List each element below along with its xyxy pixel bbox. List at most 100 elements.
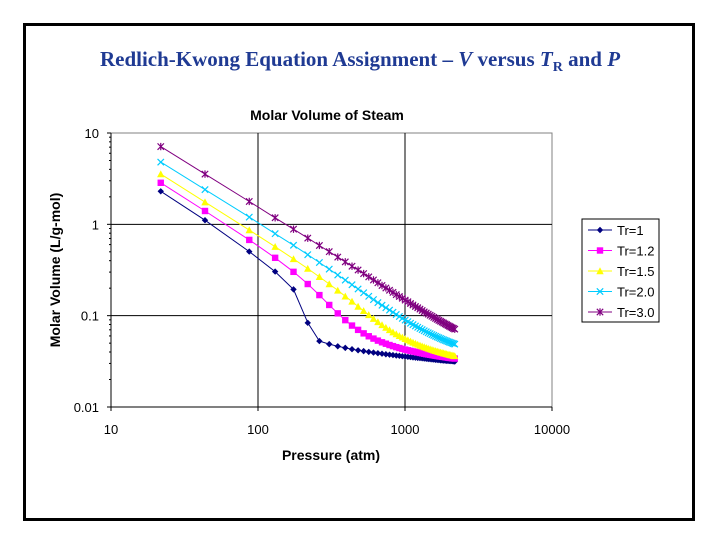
data-point [365,273,373,281]
data-point [359,307,368,315]
data-point [341,292,349,300]
x-axis-label: Pressure (atm) [282,447,380,463]
data-point [326,301,333,309]
data-point [369,276,378,284]
data-point [201,170,209,178]
data-point [315,241,324,250]
data-point [369,314,378,322]
legend-marker [596,287,604,296]
data-point [316,291,323,299]
data-point [304,280,311,288]
data-point [370,335,377,342]
y-tick-label: 0.1 [81,309,99,324]
data-point [392,310,400,319]
data-point [354,302,362,310]
data-point [325,247,333,256]
data-point [360,289,368,297]
y-tick-label: 10 [85,126,99,141]
data-point [378,339,386,346]
data-point [374,279,382,287]
data-point [365,333,372,340]
data-point [348,346,356,353]
x-tick-label: 10000 [534,422,570,437]
data-point [382,323,390,331]
data-point [354,326,362,334]
data-point [246,236,253,244]
data-point [201,207,209,215]
data-point [389,308,397,316]
slide-title: Redlich-Kwong Equation Assignment – V ve… [0,47,720,76]
title-var-p: P [607,47,621,71]
series-Tr=1.2 [157,179,458,362]
data-point [378,281,386,290]
y-axis-label: Molar Volume (L/g-mol) [47,193,63,348]
data-point [157,158,165,166]
data-point [382,284,390,292]
data-point [304,234,312,242]
data-point [374,350,382,357]
data-point [342,344,349,352]
data-point [374,337,382,344]
data-point [386,341,393,349]
data-point [334,343,341,350]
data-point [348,297,356,305]
data-point [304,319,311,327]
data-point [420,327,428,335]
data-point [416,324,424,333]
data-point [365,292,373,300]
x-tick-label: 10 [104,422,118,437]
data-point [374,318,382,326]
data-point [341,276,349,284]
y-tick-label: 0.01 [74,400,99,415]
data-point [201,216,209,224]
chart-title: Molar Volume of Steam [250,107,404,123]
data-point [382,351,390,358]
data-point [290,286,297,293]
data-point [271,214,279,222]
data-point [246,248,253,255]
data-point [334,253,342,261]
legend-marker [596,226,604,234]
legend-label: Tr=3.0 [617,305,654,320]
data-point [245,226,253,234]
data-point [378,350,386,357]
data-point [315,258,324,267]
data-point [360,347,367,355]
data-point [271,268,279,275]
data-point [157,188,164,195]
data-point [271,230,279,238]
data-point [451,352,459,360]
series-group [157,142,459,365]
title-sub-r: R [552,60,563,76]
data-point [289,241,298,249]
data-point [451,325,459,333]
data-point [325,280,333,288]
data-point [378,301,386,309]
x-tick-label: 1000 [391,422,420,437]
data-point [348,262,356,270]
data-point [370,349,377,356]
data-point [289,255,298,263]
data-point [422,328,430,336]
data-point [382,340,390,347]
data-point [348,322,356,329]
plot-area [110,132,553,408]
x-tick-label: 100 [247,422,269,437]
legend-item: Tr=3.0 [588,305,654,320]
data-point [334,310,341,317]
data-point [157,179,164,186]
data-point [348,281,356,289]
data-point [369,295,378,304]
data-point [157,142,165,151]
legend-marker [596,308,604,316]
title-var-v: V [458,47,473,71]
legend-label: Tr=2.0 [617,285,654,300]
data-point [289,225,298,233]
legend-label: Tr=1.2 [617,244,654,259]
data-point [378,321,386,329]
title-and: and [562,47,608,71]
data-point [334,271,342,279]
legend-label: Tr=1 [617,223,644,238]
data-point [354,347,362,354]
